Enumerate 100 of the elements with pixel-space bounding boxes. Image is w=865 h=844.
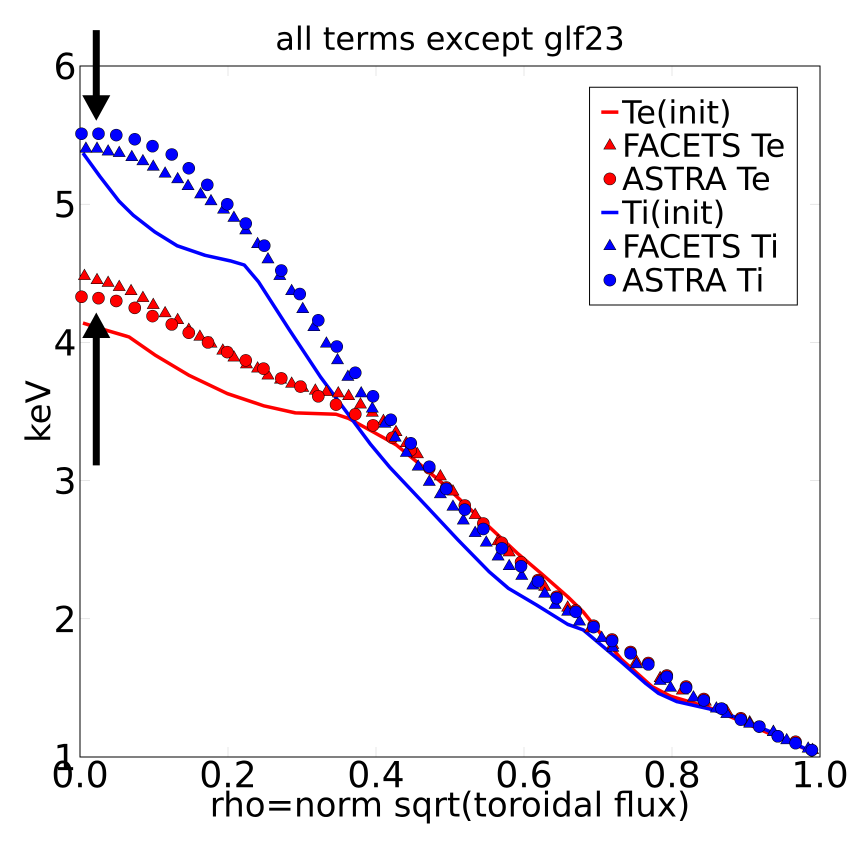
point [110,128,123,142]
y-tick-label: 6 [56,52,74,80]
point [366,390,380,403]
point [136,290,150,302]
point [171,172,184,184]
point [182,178,194,190]
chart-title: all terms except glf23 [277,26,622,56]
point [202,336,214,349]
point [136,154,150,166]
point [146,298,160,309]
point [458,503,472,516]
point [468,508,482,519]
y-tick-label: 5 [56,190,74,218]
point [257,362,270,375]
point [92,127,105,140]
point [320,336,333,348]
point [294,288,306,300]
point [312,390,325,403]
point [366,401,379,412]
point [102,144,114,156]
point [75,127,88,140]
point [664,680,677,692]
point [480,536,493,547]
point [384,414,398,426]
point [125,150,138,161]
point [102,276,114,287]
point [128,302,142,314]
legend-label: FACETS Ti [625,233,776,258]
point [128,132,142,146]
x-tick-label: 1.0 [795,760,846,788]
point [158,166,172,178]
point [342,389,355,400]
point [349,366,362,380]
y-tick-label: 4 [55,329,74,356]
x-tick-label: 0.6 [498,760,550,788]
legend-label: ASTRA Ti [622,267,762,292]
x-axis-title: rho=norm sqrt(toroidal flux) [212,790,688,824]
point [110,294,123,308]
legend-label: FACETS Te [625,133,784,158]
point [477,522,490,536]
point [80,142,92,153]
point [275,264,288,277]
point [90,142,104,153]
point [221,198,234,210]
y-tick-label: 2 [56,605,73,632]
point [388,430,402,442]
point [468,526,482,537]
point [92,292,105,304]
legend-label: ASTRA Te [622,166,770,190]
point [496,542,508,555]
point [342,370,354,381]
point [146,140,159,152]
point [630,657,643,668]
x-tick-label: 0.8 [646,760,698,788]
point [296,302,310,313]
point [262,252,274,264]
point [422,474,436,486]
y-tick-label: 3 [56,466,74,494]
point [404,437,418,450]
point [294,380,307,393]
point [258,239,271,252]
point [75,290,88,304]
point [166,148,178,161]
point [112,280,126,291]
point [221,346,234,358]
point [204,194,218,206]
x-tick-label: 0.2 [202,760,254,788]
point [182,162,196,175]
point [446,500,460,511]
point [90,272,104,284]
point [228,210,240,222]
point [330,398,342,411]
point [354,386,368,398]
point [412,460,424,471]
point [502,559,516,570]
point [182,326,196,339]
point [332,386,345,398]
point [434,469,447,480]
point [331,353,344,364]
point [538,586,552,598]
point [124,284,138,296]
point [146,310,159,322]
point [687,690,700,702]
y-axis-title: keV [24,380,51,440]
legend-label: Te(init) [622,99,729,128]
legend-label: Ti(init) [622,200,722,228]
point [240,354,252,367]
point [514,560,528,573]
point [312,314,325,327]
x-tick-label: 0.4 [350,760,403,788]
point [366,419,380,432]
point [201,178,214,192]
point [573,614,586,626]
point [349,408,362,421]
point [330,340,344,353]
point [78,268,91,280]
point [146,160,160,171]
point [112,146,126,157]
point [354,397,367,408]
point [400,446,413,457]
